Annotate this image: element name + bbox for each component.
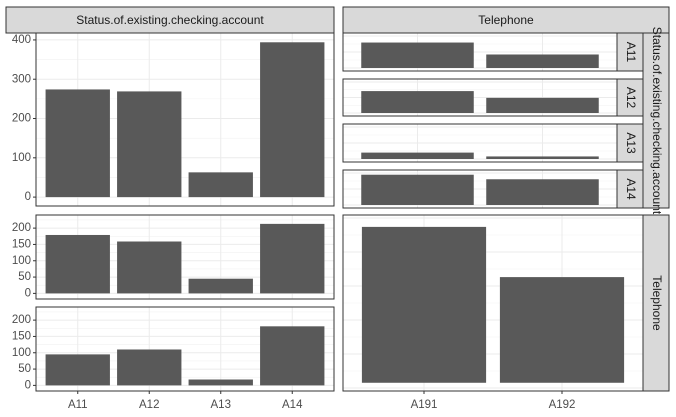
- status-A13-by-telephone-bar-A192: [486, 156, 599, 159]
- telephone-A191-by-status-ytick-label: 200: [12, 222, 31, 234]
- telephone-A191-by-status-ytick-label: 50: [18, 271, 31, 283]
- telephone-A192-by-status-ytick-label: 50: [18, 363, 31, 375]
- strip-status-A11-bg: [616, 32, 644, 72]
- telephone-marginal-bar-A191: [361, 226, 487, 383]
- status-A11-by-telephone-bar-A191: [361, 42, 474, 68]
- telephone-A191-by-status-bar-A13: [188, 278, 253, 294]
- status-marginal-ytick-label: 200: [12, 113, 31, 125]
- telephone-A191-by-status-bar-A14: [260, 223, 325, 294]
- xtick-label-status-A13: A13: [211, 399, 231, 411]
- strip-status-A12-label: A12: [624, 87, 638, 109]
- strip-right-top-bg: [642, 32, 670, 209]
- status-marginal-ytick-label: 0: [25, 191, 31, 203]
- strip-status-A13-label: A13: [624, 132, 638, 154]
- telephone-A191-by-status-ytick-label: 150: [12, 238, 31, 250]
- status-marginal-bar-A13: [188, 172, 253, 198]
- telephone-A192-by-status-border: [35, 306, 335, 392]
- status-A14-by-telephone-bar-A191: [361, 174, 474, 205]
- status-marginal-bar-A14: [260, 42, 325, 198]
- xtick-label-telephone-A192: A192: [549, 399, 576, 411]
- telephone-marginal-border: [342, 214, 644, 392]
- telephone-A192-by-status-bar-A14: [260, 326, 325, 386]
- status-marginal-ytick-label: 100: [12, 152, 31, 164]
- status-A14-by-telephone-bar-A192: [486, 179, 599, 205]
- strip-top-right-label: Telephone: [478, 13, 534, 27]
- telephone-A191-by-status-ytick-label: 0: [25, 287, 31, 299]
- strip-status-A12-bg: [616, 78, 644, 117]
- strip-status-A11-label: A11: [624, 42, 638, 63]
- telephone-A192-by-status-ytick-label: 100: [12, 347, 31, 359]
- status-A12-by-telephone-bar-A192: [486, 97, 599, 113]
- telephone-A192-by-status-bar-A13: [188, 379, 253, 386]
- telephone-A191-by-status-border: [35, 214, 335, 300]
- strip-top-left-label: Status.of.existing.checking.account: [76, 13, 264, 27]
- strip-status-A14-bg: [616, 169, 644, 209]
- status-marginal-bar-A11: [45, 89, 110, 198]
- strip-top-left-bg: [5, 6, 335, 34]
- status-marginal-border: [35, 32, 335, 207]
- strip-right-top-label: Status.of.existing.checking.account: [650, 27, 664, 215]
- xtick-label-status-A11: A11: [68, 399, 88, 411]
- strip-right-bottom-bg: [642, 214, 670, 392]
- status-A11-by-telephone-bar-A192: [486, 54, 599, 68]
- status-A12-by-telephone-bar-A191: [361, 91, 474, 113]
- telephone-A192-by-status-ytick-label: 150: [12, 330, 31, 342]
- strip-status-A14-label: A14: [624, 178, 638, 200]
- strip-right-bottom-label: Telephone: [650, 275, 664, 331]
- status-marginal-ytick-label: 300: [12, 73, 31, 85]
- xtick-label-status-A12: A12: [139, 399, 159, 411]
- telephone-A191-by-status-ytick-label: 100: [12, 255, 31, 267]
- status-marginal-bar-A12: [117, 91, 182, 198]
- telephone-marginal-bar-A192: [499, 277, 625, 383]
- strip-status-A13-bg: [616, 123, 644, 163]
- status-A13-by-telephone-bar-A191: [361, 152, 474, 159]
- telephone-A192-by-status-bar-A11: [45, 354, 110, 386]
- telephone-A191-by-status-bar-A11: [45, 234, 110, 294]
- telephone-A191-by-status-bar-A12: [117, 241, 182, 294]
- telephone-A192-by-status-ytick-label: 200: [12, 314, 31, 326]
- telephone-A192-by-status-ytick-label: 0: [25, 379, 31, 391]
- telephone-A192-by-status-bar-A12: [117, 349, 182, 386]
- status-marginal-ytick-label: 400: [12, 34, 31, 46]
- xtick-label-telephone-A191: A191: [411, 399, 438, 411]
- xtick-label-status-A14: A14: [282, 399, 303, 411]
- strip-top-right-bg: [342, 6, 670, 34]
